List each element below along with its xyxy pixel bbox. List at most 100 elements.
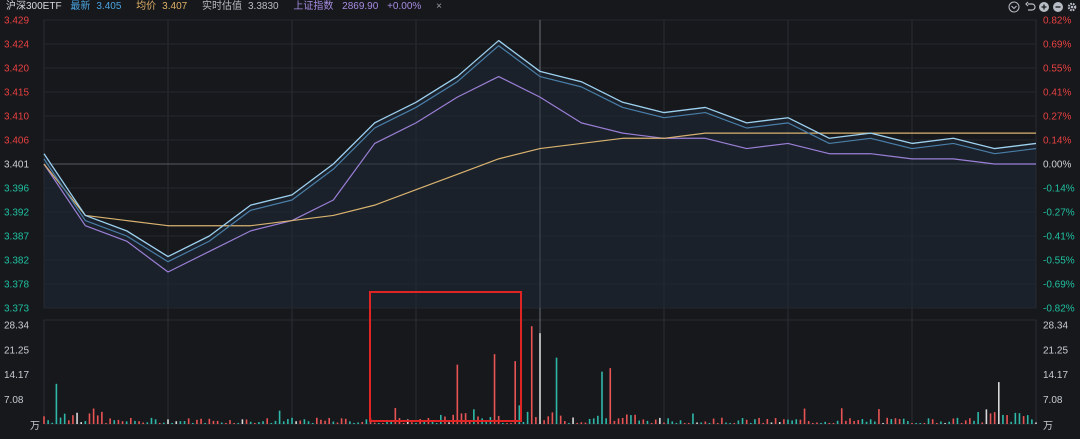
volume-bar <box>1018 413 1021 424</box>
volume-bar <box>894 418 897 424</box>
y-tick-left: 3.401 <box>4 160 29 171</box>
nav-value: 3.3830 <box>247 1 279 12</box>
volume-bar <box>179 421 182 424</box>
volume-bar <box>270 422 273 424</box>
volume-bar <box>915 422 917 424</box>
volume-bar <box>468 421 471 424</box>
volume-bar <box>778 422 781 424</box>
y-tick-right: 0.41% <box>1043 88 1071 99</box>
volume-bar <box>696 422 698 424</box>
volume-bar <box>609 368 612 424</box>
zoom-out-icon[interactable] <box>1052 1 1064 13</box>
latest-value: 3.405 <box>96 1 122 12</box>
y-tick-left: 3.429 <box>4 16 29 27</box>
volume-bar <box>981 422 984 424</box>
volume-bar <box>729 422 731 424</box>
volume-bar <box>245 419 248 424</box>
volume-bar <box>795 419 798 424</box>
volume-bar <box>47 420 49 424</box>
volume-tick-right: 21.25 <box>1043 345 1068 356</box>
volume-bar <box>452 414 454 424</box>
volume-bar <box>287 419 289 424</box>
index-label: 上证指数 <box>293 1 334 12</box>
volume-bar <box>101 411 103 424</box>
y-tick-left: 3.382 <box>4 256 29 267</box>
volume-bar <box>68 420 70 424</box>
zoom-in-icon[interactable] <box>1038 1 1050 13</box>
volume-bar <box>530 326 533 424</box>
volume-bar <box>59 417 62 424</box>
volume-bar <box>584 422 587 424</box>
volume-bar <box>241 419 244 424</box>
volume-bar <box>902 418 905 424</box>
volume-bar <box>171 422 173 424</box>
volume-bar <box>266 418 268 424</box>
volume-bar <box>568 422 570 424</box>
volume-bar <box>989 413 992 424</box>
avg-price: 均价 3.407 <box>136 1 196 12</box>
close-icon[interactable]: × <box>436 1 442 12</box>
volume-bar <box>295 421 297 424</box>
volume-bar <box>274 420 277 424</box>
index-line <box>43 75 1036 273</box>
volume-bar <box>361 421 364 424</box>
volume-bar <box>514 361 516 424</box>
volume-bar <box>857 419 860 424</box>
volume-bar <box>254 422 256 424</box>
volume-bar <box>617 418 620 424</box>
volume-bar <box>592 418 595 424</box>
volume-bar <box>638 420 640 424</box>
y-tick-left: 3.378 <box>4 280 29 291</box>
volume-bar <box>671 421 674 424</box>
volume-bar <box>328 417 330 424</box>
volume-bar <box>597 415 599 424</box>
volume-bar <box>258 422 260 424</box>
volume-bar <box>493 354 496 424</box>
volume-bar <box>502 422 504 424</box>
volume-bar <box>208 418 211 424</box>
volume-bar <box>225 422 227 424</box>
volume-bar <box>109 418 111 424</box>
fund-name: 沪深300ETF <box>6 1 62 12</box>
volume-unit-right: 万 <box>1043 421 1053 432</box>
circle-chevron-icon[interactable] <box>1008 1 1020 13</box>
volume-bar <box>853 420 855 424</box>
volume-bar <box>142 422 144 424</box>
volume-bar <box>766 418 769 424</box>
settings-icon[interactable] <box>1066 1 1078 13</box>
highlight-box <box>369 291 522 422</box>
volume-bar <box>960 422 963 424</box>
volume-bar <box>770 422 773 424</box>
volume-bar <box>659 417 661 424</box>
volume-bar <box>353 422 355 424</box>
volume-bar <box>576 422 578 424</box>
volume-bar <box>634 414 636 424</box>
volume-bar <box>650 422 653 424</box>
volume-bar <box>1035 422 1037 424</box>
y-tick-left: 3.387 <box>4 232 29 243</box>
volume-tick-left: 7.08 <box>4 395 24 406</box>
volume-bar <box>229 420 231 424</box>
avg-label: 均价 <box>136 1 157 12</box>
volume-bar <box>547 416 550 424</box>
y-tick-right: 0.82% <box>1043 16 1071 27</box>
y-tick-right: 0.00% <box>1043 160 1071 171</box>
volume-bar <box>411 422 413 424</box>
volume-bar <box>249 421 252 424</box>
volume-bar <box>394 407 397 424</box>
undo-icon[interactable] <box>1024 1 1036 13</box>
volume-bar <box>791 420 793 424</box>
volume-bar <box>840 408 843 424</box>
volume-bar <box>654 419 657 424</box>
volume-tick-left: 14.17 <box>4 370 29 381</box>
volume-bar <box>964 420 967 424</box>
volume-bar <box>423 420 426 424</box>
volume-bar <box>745 419 748 424</box>
volume-bar <box>154 419 157 424</box>
volume-bar <box>828 422 831 424</box>
index-quote: 上证指数 2869.90 +0.00% <box>293 1 430 12</box>
volume-bar <box>683 422 686 424</box>
volume-bar <box>969 418 971 424</box>
